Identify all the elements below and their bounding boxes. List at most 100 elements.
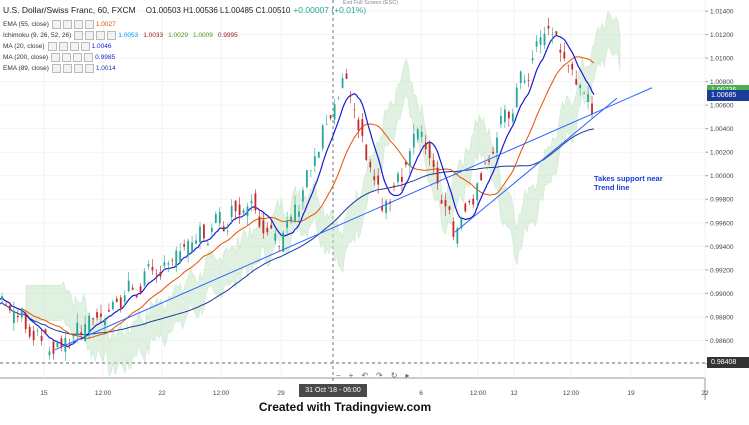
zoom-out-icon[interactable]: − [336,371,341,380]
legend-row[interactable]: Ichimoku (9, 26, 52, 26) 1.0053 1.0033 1.00… [3,30,243,40]
legend-row[interactable]: MA (20, close) 1.0046 [3,41,116,51]
candle-body [329,115,332,119]
candle-body [210,227,213,232]
redo-icon[interactable]: ↷ [376,371,383,380]
x-tick-label: 12 [510,390,518,397]
candle-body [436,167,439,184]
legend-control-icon[interactable] [85,30,95,40]
candle-body [405,161,407,165]
candle-body [298,211,300,217]
candle-body [401,176,403,182]
x-tick-label: 12:00 [563,390,580,397]
candle-body [504,109,506,123]
candle-body [353,109,356,111]
trendline-main [54,87,653,351]
candle-body [369,161,372,168]
candle-body [539,37,542,45]
legend-control-icon[interactable] [51,19,61,29]
ohlc-values: O1.00503 H1.00536 L1.00485 C1.00510 [145,5,291,15]
candle-body [40,335,43,341]
indicator-value: 1.0046 [91,42,112,50]
candle-body [559,49,562,53]
legend-control-icon[interactable] [58,41,68,51]
candle-body [191,242,193,252]
candle-body [317,151,320,158]
legend-control-icon[interactable] [47,41,57,51]
legend-control-icon[interactable] [51,64,61,74]
candle-body [515,87,518,108]
undo-icon[interactable]: ↶ [361,371,369,380]
legend-control-icon[interactable] [73,64,83,74]
candle-body [571,63,574,70]
legend-row[interactable]: MA (200, close) 0.9985 [3,53,120,63]
x-tick-label: 22 [158,390,166,397]
candle-body [155,273,158,275]
legend-control-icon[interactable] [74,30,84,40]
candle-body [416,129,419,140]
legend-control-icon[interactable] [73,19,83,29]
candle-body [579,85,582,88]
candle-body [147,264,150,267]
candle-body [309,170,312,171]
legend-control-icon[interactable] [69,41,79,51]
candle-body [412,133,415,148]
candle-body [104,319,106,326]
candle-body [373,176,376,181]
candle-body [464,203,467,212]
legend-control-icon[interactable] [84,64,94,74]
legend-control-icon[interactable] [84,53,94,63]
candle-body [20,308,23,318]
candle-body [302,190,304,202]
candle-body [36,330,39,331]
legend-control-icon[interactable] [84,19,94,29]
indicator-name: EMA (89, close) [3,65,49,73]
candle-body [88,315,90,334]
legend-control-icon[interactable] [107,30,117,40]
zoom-in-icon[interactable]: + [348,371,354,380]
legend-control-icon[interactable] [51,53,61,63]
candle-body [250,200,253,204]
legend-control-icon[interactable] [80,41,90,51]
y-tick-label: 1.01400 [710,9,734,16]
indicator-value: 1.0053 [118,31,139,39]
candle-body [183,244,186,247]
candle-body [262,220,265,234]
candle-body [48,351,51,356]
candle-body [484,163,486,165]
legend-control-icon[interactable] [73,53,83,63]
candle-body [266,227,269,233]
candle-body [254,193,257,211]
candle-body [551,34,554,35]
candle-body [420,131,423,137]
y-tick-label: 0.99600 [710,220,734,227]
candle-body [488,160,490,163]
candle-body [432,160,435,167]
legend-control-icon[interactable] [96,30,106,40]
legend-control-icon[interactable] [62,64,72,74]
exit-fullscreen-hint[interactable]: Exit Full Screen (ESC) [343,0,399,6]
x-tick-label: 12:00 [470,390,487,397]
indicator-value: 1.0029 [168,31,188,39]
y-tick-label: 0.99400 [710,244,734,251]
y-tick-label: 0.98800 [710,314,734,321]
y-tick-label: 0.99200 [710,267,734,274]
indicator-value: 1.0009 [192,31,213,39]
zoom-toolbar: − + ↶ ↷ ↻ ▸ [336,371,409,380]
play-icon[interactable]: ▸ [405,371,410,380]
candle-body [444,200,447,207]
candle-body [115,298,118,302]
candle-body [119,297,122,308]
candle-body [377,175,380,185]
candle-body [84,324,87,342]
candle-body [242,210,245,214]
legend-row[interactable]: EMA (55, close) 1.0027 [3,19,121,29]
candle-body [460,218,463,229]
legend-row[interactable]: EMA (89, close) 1.0014 [3,64,121,74]
candle-body [203,224,205,239]
legend-control-icon[interactable] [62,19,72,29]
candle-body [440,200,443,204]
legend-control-icon[interactable] [62,53,72,63]
candle-body [111,302,114,310]
reset-icon[interactable]: ↻ [390,371,398,380]
